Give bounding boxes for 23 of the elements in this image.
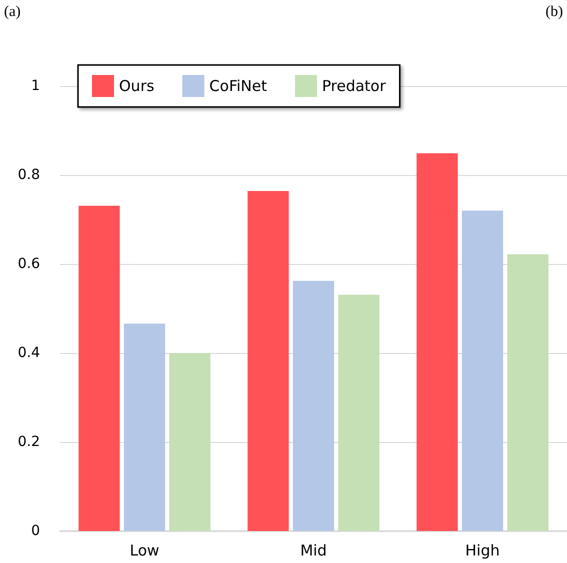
y-tick-label: 0.8: [18, 167, 40, 183]
bar: [416, 153, 458, 531]
bar: [169, 353, 210, 531]
legend-label: Ours: [119, 77, 154, 95]
y-tick-label: 0.4: [18, 345, 40, 361]
y-tick-label: 1: [31, 78, 40, 94]
y-tick-label: 0.6: [18, 256, 40, 272]
y-tick-label: 0.2: [18, 434, 40, 450]
text: (a): [4, 4, 21, 21]
bar: [124, 324, 166, 531]
legend-label: CoFiNet: [209, 77, 268, 95]
legend-label: Predator: [322, 77, 387, 95]
bar: [462, 210, 504, 531]
x-tick-label: Low: [130, 542, 160, 560]
x-tick-label: Mid: [300, 542, 327, 560]
bar: [292, 280, 334, 531]
bar: [248, 191, 289, 531]
x-tick-label: High: [465, 542, 500, 560]
bar: [78, 206, 120, 531]
bar: [338, 294, 380, 531]
text: (b): [546, 4, 563, 21]
y-tick-label: 0: [31, 523, 40, 539]
bar: [507, 254, 548, 531]
